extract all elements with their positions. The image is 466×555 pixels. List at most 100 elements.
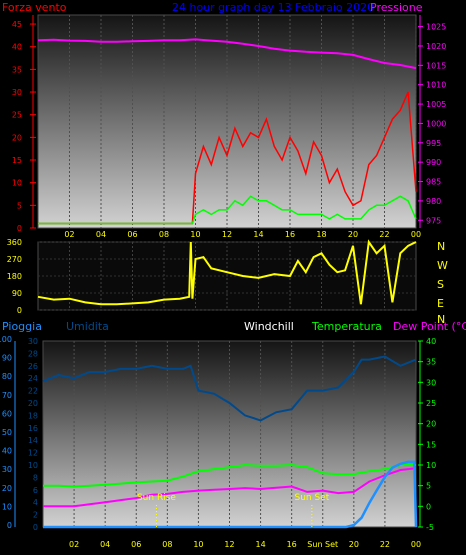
wind-x-tick-label: 06 [127, 230, 137, 239]
temp-tick-label: 40 [426, 337, 436, 346]
pressure-tick-label: 990 [426, 158, 441, 167]
compass-label: N [437, 240, 445, 253]
wind-x-tick-label: 22 [379, 230, 389, 239]
humidity-tick-label: 10 [28, 461, 38, 470]
humidity-tick-label: 26 [28, 362, 38, 371]
temp-x-tick-label: 06 [131, 540, 141, 549]
temp-tick-label: 0 [426, 502, 431, 511]
compass-label: E [437, 297, 444, 310]
pressure-tick-label: 980 [426, 197, 441, 206]
humidity-line [42, 355, 417, 422]
pressure-tick-label: 975 [426, 216, 441, 225]
wind-tick-label: 30 [12, 88, 22, 97]
wind-tick-label: 5 [17, 201, 22, 210]
temp-tick-label: 15 [426, 440, 436, 449]
compass-label: S [437, 278, 444, 291]
rain-line [43, 460, 418, 529]
humidity-tick-label: 28 [28, 349, 38, 358]
wind-x-tick-label: 16 [285, 230, 295, 239]
pressure-tick-label: 1000 [426, 119, 446, 128]
humidity-tick-label: 24 [28, 374, 38, 383]
temp-x-tick-label: 00 [411, 540, 421, 549]
temp-tick-label: 10 [426, 461, 436, 470]
humidity-tick-label: 18 [28, 411, 38, 420]
sun-annotation-label: Sun Rise [137, 493, 176, 503]
temp-x-tick-label: 22 [380, 540, 390, 549]
wind-tick-label: 45 [12, 20, 22, 29]
wind-tick-label: 10 [12, 179, 22, 188]
direction-tick-label: 0 [17, 306, 22, 315]
pressure-tick-label: 1025 [426, 23, 446, 32]
humidity-tick-label: 12 [28, 449, 38, 458]
rain-tick-label: 20 [2, 484, 12, 493]
compass-label: N [437, 313, 445, 326]
temp-tick-label: 5 [426, 482, 431, 491]
humidity-tick-label: 6 [33, 486, 38, 495]
wind-x-tick-label: 10 [190, 230, 200, 239]
temperature-line [43, 463, 416, 488]
compass-label: W [437, 259, 448, 272]
rain-tick-label: 40 [2, 447, 12, 456]
wind-x-tick-label: 00 [411, 230, 421, 239]
rain-tick-label: 10 [2, 502, 12, 511]
wind-line [38, 91, 417, 225]
dewpoint-line [43, 467, 417, 508]
wind-x-tick-label: 08 [159, 230, 169, 239]
chart-title: 24 hour graph day 13 Febbraio 2020 [172, 1, 374, 14]
sun-annotation-label: Sun Set [294, 493, 329, 503]
direction-line [37, 239, 417, 306]
direction-tick-label: 90 [12, 289, 22, 298]
humidity-tick-label: 8 [33, 473, 38, 482]
temp-x-tick-label: 04 [100, 540, 110, 549]
humidity-tick-label: 14 [28, 436, 38, 445]
humidity-tick-label: 2 [33, 511, 38, 520]
wind-axis-label: Forza vento [2, 1, 67, 14]
wind-tick-label: 25 [12, 111, 22, 120]
humidity-tick-label: 0 [33, 523, 38, 532]
temperature-label: Temperatura [311, 320, 382, 333]
wind-tick-label: 35 [12, 65, 22, 74]
wind-tick-label: 0 [17, 224, 22, 233]
temp-x-tick-label: Sun Set [307, 540, 338, 549]
direction-tick-label: 270 [7, 255, 22, 264]
pressure-axis-label: Pressione [370, 1, 423, 14]
pressure-line [37, 38, 417, 70]
humidity-tick-label: 20 [28, 399, 38, 408]
temp-x-tick-label: 02 [69, 540, 79, 549]
wind-x-tick-label: 18 [316, 230, 326, 239]
wind-tick-label: 15 [12, 156, 22, 165]
temp-x-tick-label: 14 [255, 540, 265, 549]
wind-x-tick-label: 02 [64, 230, 74, 239]
temp-tick-label: 35 [426, 358, 436, 367]
humidity-tick-label: 16 [28, 424, 38, 433]
rain-tick-label: 70 [2, 391, 12, 400]
dewpoint-label: Dew Point (°C) [393, 320, 466, 333]
wind-tick-label: 40 [12, 43, 22, 52]
rain-tick-label: 50 [2, 428, 12, 437]
pressure-tick-label: 1015 [426, 61, 446, 70]
rain-tick-label: 100 [0, 335, 12, 344]
temp-x-tick-label: 16 [287, 540, 297, 549]
wind-tick-label: 20 [12, 133, 22, 142]
pressure-tick-label: 1010 [426, 81, 446, 90]
direction-tick-label: 180 [7, 272, 22, 281]
temp-tick-label: 20 [426, 420, 436, 429]
rain-tick-label: 30 [2, 465, 12, 474]
temp-tick-label: 25 [426, 399, 436, 408]
humidity-tick-label: 22 [28, 387, 38, 396]
direction-tick-label: 360 [7, 238, 22, 247]
wind-x-tick-label: 20 [348, 230, 358, 239]
pressure-tick-label: 1020 [426, 42, 446, 51]
temp-x-tick-label: 12 [224, 540, 234, 549]
temp-tick-label: 30 [426, 378, 436, 387]
wind-x-tick-label: 04 [96, 230, 106, 239]
pressure-tick-label: 1005 [426, 100, 446, 109]
pressure-tick-label: 995 [426, 139, 441, 148]
rain-tick-label: 60 [2, 409, 12, 418]
temp-x-tick-label: 20 [349, 540, 359, 549]
rain-tick-label: 90 [2, 354, 12, 363]
temp-tick-label: -5 [426, 523, 434, 532]
wind-x-tick-label: 12 [222, 230, 232, 239]
temp-x-tick-label: 10 [193, 540, 203, 549]
